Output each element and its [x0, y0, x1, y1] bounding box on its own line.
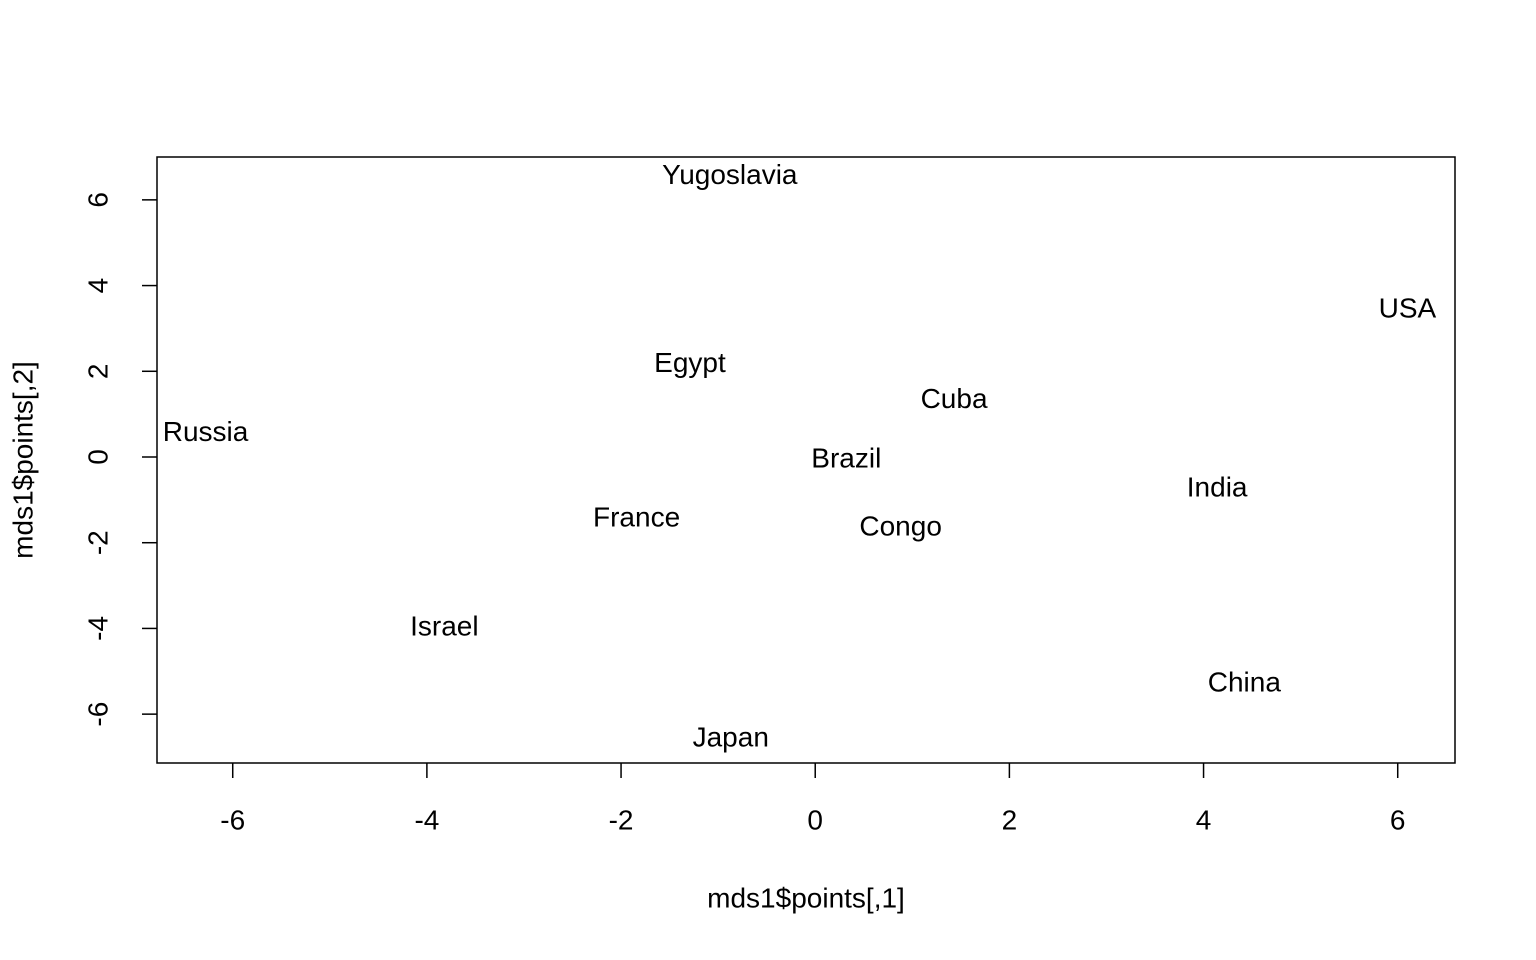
y-tick-label: 6: [82, 192, 113, 208]
x-tick-label: 0: [807, 804, 823, 835]
point-label: Brazil: [811, 442, 881, 473]
plot-frame: [156, 156, 1456, 764]
y-tick-label: 2: [82, 363, 113, 379]
y-tick-label: 4: [82, 278, 113, 294]
point-label: Japan: [693, 721, 769, 752]
x-tick-label: 4: [1196, 804, 1212, 835]
x-tick-label: -6: [220, 804, 245, 835]
point-label: Russia: [163, 416, 249, 447]
x-tick-label: -2: [609, 804, 634, 835]
point-label: USA: [1379, 292, 1437, 323]
x-axis-label: mds1$points[,1]: [707, 882, 905, 913]
point-label: Cuba: [921, 383, 988, 414]
point-label: China: [1208, 667, 1282, 698]
point-label: Congo: [859, 511, 942, 542]
y-tick-label: -4: [82, 616, 113, 641]
point-label: France: [593, 502, 680, 533]
y-axis-label: mds1$points[,2]: [7, 361, 38, 559]
point-label: Egypt: [654, 347, 726, 378]
y-tick-label: -6: [82, 702, 113, 727]
point-label: India: [1187, 472, 1248, 503]
x-tick-label: 2: [1002, 804, 1018, 835]
point-label: Yugoslavia: [662, 159, 798, 190]
y-tick-label: -2: [82, 530, 113, 555]
x-tick-label: 6: [1390, 804, 1406, 835]
point-label: Israel: [410, 610, 478, 641]
x-tick-label: -4: [414, 804, 439, 835]
y-tick-label: 0: [82, 449, 113, 465]
